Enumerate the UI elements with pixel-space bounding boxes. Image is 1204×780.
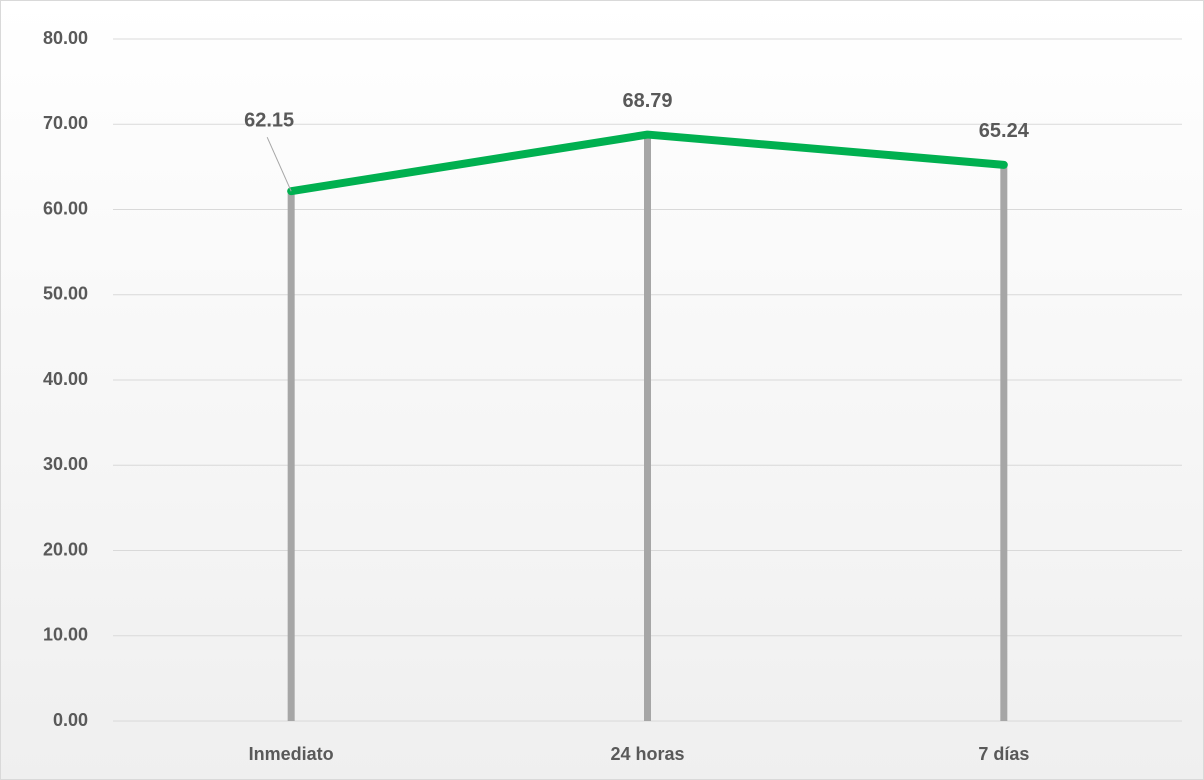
y-tick-label: 80.00 — [43, 28, 88, 48]
y-tick-label: 60.00 — [43, 198, 88, 218]
data-label: 62.15 — [244, 109, 294, 131]
line — [287, 130, 1008, 196]
y-tick-label: 30.00 — [43, 454, 88, 474]
data-label: 65.24 — [979, 120, 1030, 142]
y-tick-label: 0.00 — [53, 710, 88, 730]
y-tick-label: 40.00 — [43, 369, 88, 389]
y-tick-label: 70.00 — [43, 113, 88, 133]
x-tick-label: 24 horas — [610, 744, 684, 764]
x-tick-label: 7 días — [978, 744, 1029, 764]
y-tick-label: 10.00 — [43, 625, 88, 645]
leader-line — [266, 136, 292, 192]
y-tick-label: 50.00 — [43, 284, 88, 304]
x-tick-label: Inmediato — [249, 744, 334, 764]
y-tick-label: 20.00 — [43, 539, 88, 559]
data-label: 68.79 — [622, 90, 672, 112]
